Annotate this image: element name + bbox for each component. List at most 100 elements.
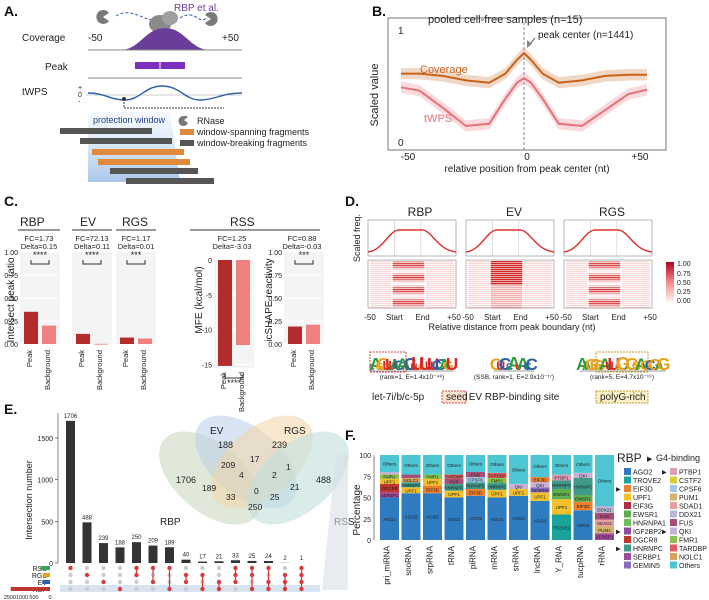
f-segment-serbp1 <box>380 492 399 498</box>
c-fc-shape: FC=0.88 <box>288 234 317 243</box>
d-heat-row <box>370 261 392 263</box>
f-segment-tardbp <box>487 472 507 478</box>
d-heat-row <box>468 287 490 289</box>
coverage-label: Coverage <box>22 33 66 44</box>
d-profile-line-rbp <box>367 229 457 253</box>
d-heat-row <box>524 285 553 287</box>
f-ytick: 100 <box>359 453 371 460</box>
d-heat-row <box>426 283 455 285</box>
f-segment-qki <box>509 483 528 489</box>
d-heat-row <box>566 277 588 279</box>
d-profile-frame-ev <box>465 219 555 257</box>
d-motif-letter: A <box>369 354 382 374</box>
e-bar <box>247 560 257 563</box>
f-segment-label: AGO2 <box>405 515 418 520</box>
d-heat-row <box>392 285 425 287</box>
rnase-icon <box>96 9 218 26</box>
c-xtick: Peak <box>121 350 130 367</box>
f-legend-label-eif3g: EIF3G <box>633 504 653 511</box>
e-matrix-dot <box>134 579 139 585</box>
d-heat-row <box>622 299 651 301</box>
c-fc-rgs: FC=1.17 <box>122 234 151 243</box>
e-matrix-dot <box>68 572 73 578</box>
f-segment-label: FMR1 <box>491 479 504 484</box>
f-segment-label: DGCR8 <box>382 486 398 491</box>
d-motif-letter: A <box>624 362 631 373</box>
e-matrix-dot <box>84 572 90 578</box>
f-segment-label: Others <box>555 463 569 468</box>
d-heat-row <box>524 305 553 307</box>
d-heat-row <box>468 297 490 299</box>
c-ytick: 1.00 <box>268 250 282 257</box>
d-heat-row <box>524 301 553 303</box>
d-xtick: End <box>415 313 429 322</box>
f-segment-label: NOLC1 <box>403 478 419 483</box>
d-heat-row <box>588 287 621 289</box>
d-heat-row <box>566 287 588 289</box>
d-motif-1-box: seed <box>446 392 468 403</box>
f-ylabel: Percentage <box>352 484 363 536</box>
e-rbp-row-highlight <box>60 585 320 592</box>
d-heat-row <box>588 265 621 267</box>
f-segment-upf1 <box>487 489 507 498</box>
d-heat-row <box>588 261 621 263</box>
c-bar-background <box>94 343 108 345</box>
f-segment-hnrnpc <box>487 483 507 490</box>
c-ytick: 0.75 <box>268 273 282 280</box>
f-segment-others <box>444 455 464 475</box>
f-segment-upf1 <box>444 490 464 498</box>
c-sig-bracket <box>126 260 146 265</box>
f-segment-eif3d <box>423 485 442 494</box>
c-ytick: 0.25 <box>268 319 282 326</box>
f-segment-label: Others <box>383 462 397 467</box>
e-set-size-tick: 0 <box>48 595 51 600</box>
c-bar-peak <box>120 337 134 344</box>
c-bar-peak <box>24 311 38 344</box>
f-legend-swatch-gemin5 <box>624 561 631 569</box>
d-heat-row <box>468 307 490 309</box>
f-legend-swatch-fus <box>670 519 677 526</box>
d-heat-row <box>370 297 392 299</box>
d-motif-letter: G <box>648 357 660 374</box>
f-segment-label: AGO2 <box>512 516 525 521</box>
f-ytick: 75 <box>363 474 371 481</box>
f-legend-swatch-ptbp1 <box>670 468 677 475</box>
d-heat-row <box>490 287 523 289</box>
d-heat-row <box>622 303 651 305</box>
d-heat-row <box>468 281 490 283</box>
d-motif-letter: A <box>635 355 647 374</box>
e-matrix-dot <box>216 572 222 578</box>
e-f-connector <box>322 455 348 590</box>
f-legend-label-qki: QKI <box>679 529 691 536</box>
d-heat-row <box>566 279 588 281</box>
f-xtick-srprna: srpRNA <box>426 545 435 574</box>
d-heat-row <box>370 275 392 277</box>
venn-n-21: 21 <box>290 482 300 492</box>
d-profile-line-rgs <box>563 229 653 253</box>
d-heat-row <box>490 289 523 291</box>
e-matrix-dot <box>117 579 123 585</box>
d-heat-row <box>468 273 490 275</box>
f-segment-serbp1 <box>595 533 614 540</box>
b-annotation: peak center (n=1441) <box>538 30 633 41</box>
d-heat-row <box>468 299 490 301</box>
f-legend-label-serbp1: SERBP1 <box>633 555 661 562</box>
f-legend-swatch-qki <box>670 527 677 535</box>
c-ytick: 0.50 <box>4 296 18 303</box>
c-title-rgs: RGS <box>122 215 148 229</box>
d-heat-row <box>622 277 651 279</box>
f-segment-others <box>573 455 593 473</box>
b-series-coverage-label: Coverage <box>420 64 468 76</box>
venn-n-1: 1 <box>286 462 291 472</box>
d-heat-row <box>426 277 455 279</box>
f-segment-label: UPF1 <box>556 505 568 510</box>
d-heat-row <box>588 301 621 303</box>
rnase-legend-icon <box>178 115 188 126</box>
d-heat-row <box>622 285 651 287</box>
d-motif-letter: A <box>508 354 521 374</box>
d-heat-row <box>392 299 425 301</box>
d-heat-row <box>426 289 455 291</box>
d-heat-row <box>392 267 425 269</box>
f-segment-label: FMR1 <box>426 475 439 480</box>
